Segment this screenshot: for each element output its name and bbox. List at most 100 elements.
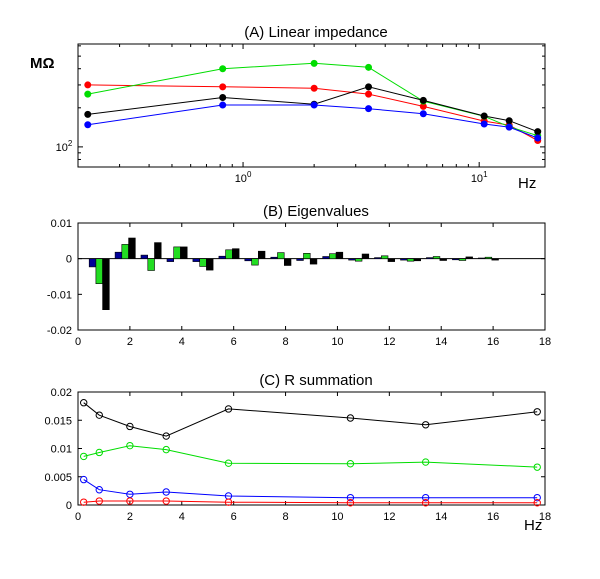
panel-a-point-green	[219, 65, 227, 73]
panel-a-point-black	[505, 117, 513, 125]
panel-b-bar-green	[354, 258, 363, 262]
panel-b-bar-blue	[452, 258, 460, 261]
panel-c-x-tick-label: 10	[331, 511, 343, 523]
panel-a-point-blue	[505, 123, 513, 131]
panel-c-point-black	[95, 411, 103, 419]
panel-b-axes-box	[77, 222, 546, 331]
panel-b-x-tick-label: 14	[435, 336, 447, 348]
panel-c-point-red	[162, 497, 170, 505]
panel-c-x-tick-label: 16	[487, 511, 499, 523]
panel-b-y-tick-label: -0.01	[47, 289, 72, 301]
panel-b-x-tick-label: 8	[282, 336, 288, 348]
panel-c-point-black	[421, 421, 430, 429]
panel-c-point-red	[80, 498, 88, 506]
panel-c-point-blue	[162, 488, 170, 496]
panel-b-bar-green	[458, 258, 467, 261]
panel-c-x-tick-label: 0	[75, 511, 81, 523]
panel-a-y-tick-label-exponent: 2	[68, 139, 73, 148]
panel-c-point-green	[126, 441, 134, 450]
panel-b-bar-green	[406, 258, 415, 262]
panel-a-point-blue	[480, 120, 488, 128]
panel-c-title: (C) R summation	[259, 372, 372, 389]
panel-b-bar-black	[413, 258, 421, 262]
panel-c-point-black	[224, 405, 233, 413]
panel-a-point-black	[84, 110, 92, 118]
panel-b-bar-green	[380, 255, 389, 260]
panel-b-title: (B) Eigenvalues	[263, 203, 369, 220]
panel-b-bar-green	[147, 258, 155, 271]
panel-b-x-tick-label: 0	[75, 336, 81, 348]
panel-b-bar-blue	[114, 251, 123, 259]
panel-c-point-red	[95, 497, 103, 505]
panel-b-bar-green	[277, 252, 285, 260]
panel-c-x-tick-label: 2	[127, 511, 133, 523]
panel-b-bar-blue	[348, 258, 356, 261]
panel-c-series-green	[83, 445, 538, 468]
panel-b-bar-blue	[400, 258, 408, 261]
panel-b-bar-blue	[374, 257, 382, 260]
panel-a-point-green	[84, 90, 92, 98]
panel-c-x-tick-label: 6	[231, 511, 237, 523]
panel-a-point-blue	[419, 110, 427, 118]
panel-b-bar-black	[309, 258, 318, 265]
panel-b-bar-black	[206, 258, 214, 271]
panel-b-x-tick-label: 16	[487, 336, 499, 348]
panel-c-x-tick-label: 14	[435, 511, 447, 523]
panel-b-bar-black	[465, 256, 473, 259]
panel-c-ticks: 0 2 4 6 8 10 12 14 16 18 0 0.005 0.01 0.015 0.02	[44, 387, 551, 523]
panel-b-bar-green	[173, 246, 181, 259]
panel-b-bar-black	[439, 258, 447, 261]
panel-a-point-blue	[310, 101, 318, 109]
panel-a-x-tick-label: 100	[235, 170, 252, 185]
panel-c-point-black	[80, 399, 88, 407]
panel-c-series-red	[83, 500, 538, 504]
panel-c-point-green	[162, 445, 170, 454]
panel-b-bar-black	[128, 237, 136, 260]
panel-c-point-red	[421, 499, 430, 507]
panel-c-x-tick-label: 12	[383, 511, 395, 523]
panel-a-point-blue	[534, 134, 542, 142]
panel-b-y-tick-label: -0.02	[47, 325, 72, 337]
panel-b-ticks: 0 2 4 6 8 10 12 14 16 18 0.01 0 -0.01 -0.02	[47, 218, 551, 348]
panel-a-title: (A) Linear impedance	[244, 24, 387, 41]
panel-b-y-tick-label: 0.01	[51, 218, 72, 230]
panel-c-point-red	[533, 499, 541, 507]
panel-b-bar-black	[283, 258, 292, 266]
panel-c-point-blue	[80, 475, 88, 484]
panel-b-bars	[88, 237, 499, 311]
panel-b-bar-blue	[218, 255, 226, 260]
panel-a-point-red	[310, 84, 318, 92]
panel-b-bar-black	[154, 242, 162, 259]
panel-b-bar-black	[335, 251, 344, 259]
panel-c-series-black	[83, 402, 538, 437]
panel-c-point-blue	[95, 486, 103, 494]
panel-b-bar-green	[121, 244, 129, 259]
panel-c-point-red	[346, 499, 355, 507]
panel-c-point-green	[533, 463, 541, 471]
panel-b-bar-black	[180, 246, 188, 259]
panel-c-y-tick-label: 0	[66, 500, 72, 512]
panel-a-ylabel: MΩ	[30, 55, 55, 72]
panel-a-point-blue	[219, 101, 227, 109]
panel-a-point-red	[84, 81, 92, 89]
panel-a-point-black	[480, 112, 488, 120]
panel-a-series-black	[87, 86, 538, 133]
panel-c-point-blue	[533, 493, 541, 502]
panel-b-bar-green	[329, 253, 337, 259]
panel-b-y-tick-label: 0	[66, 254, 72, 266]
panel-b-bar-blue	[140, 254, 148, 260]
panel-c-y-tick-label: 0.01	[51, 444, 72, 456]
panel-c-point-green	[95, 448, 103, 457]
panel-c-point-green	[224, 459, 233, 467]
panel-b-bar-black	[387, 258, 395, 262]
panel-c-point-blue	[346, 493, 355, 502]
panel-c-point-green	[80, 452, 88, 461]
panel-c-point-red	[224, 498, 233, 506]
panel-c-lines	[80, 399, 541, 507]
panel-b-bar-green	[484, 256, 493, 259]
panel-a-x-tick-label-exponent: 1	[483, 170, 488, 179]
panel-b-bar-blue	[426, 257, 434, 260]
panel-c-xlabel: Hz	[524, 517, 542, 534]
panel-c-point-black	[126, 422, 134, 431]
